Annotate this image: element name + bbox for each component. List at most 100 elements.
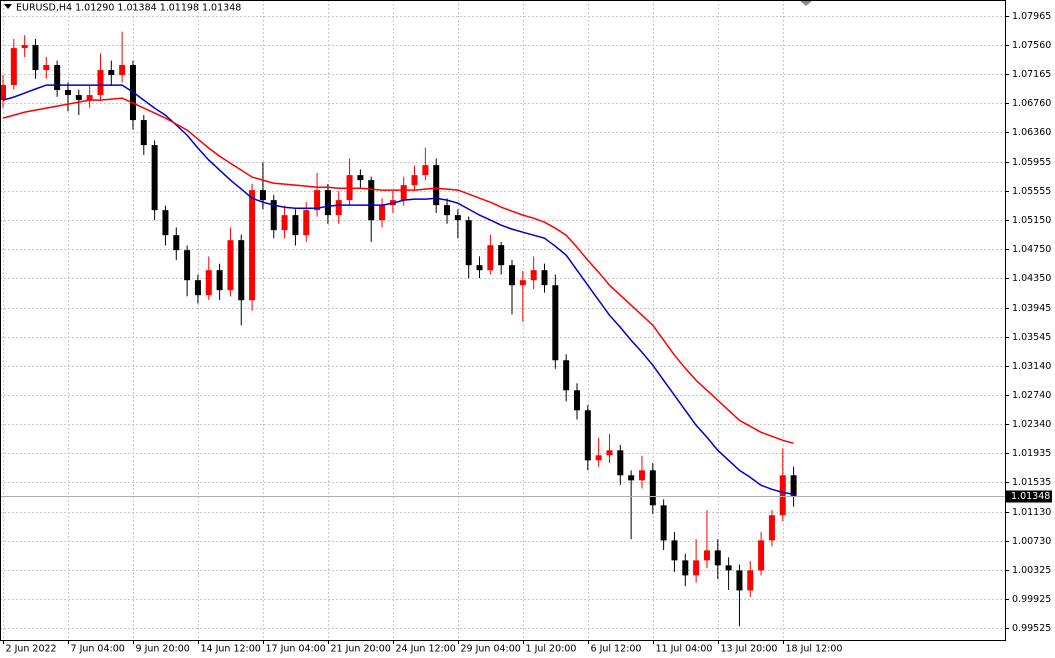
candle-body [541,270,548,286]
candle-body [10,48,17,86]
x-tick-label: 14 Jun 12:00 [201,644,261,655]
candle-body [227,240,234,291]
candle-body [216,270,223,291]
candle-body [747,570,754,591]
candle-body [714,550,721,566]
candle-body [768,515,775,541]
candle-body [422,165,429,176]
moving-average-line [2,97,794,445]
y-tick-label: 1.07165 [1012,69,1051,80]
candle-body [703,550,710,561]
candle-body [86,95,93,101]
candle-body [606,450,613,456]
candle-body [259,190,266,201]
y-tick-label: 1.06360 [1012,127,1051,138]
current-price-label: 1.01348 [1011,491,1050,502]
y-tick-label: 1.06760 [1012,98,1051,109]
candle-body [21,45,28,49]
candle-body [671,540,678,561]
candle-body [32,45,39,71]
x-tick-label: 7 Jun 04:00 [71,644,125,655]
candle-body [205,270,212,296]
candle-body [530,270,537,281]
candle-body [660,505,667,541]
grid [0,0,1005,640]
candle-body [108,70,115,76]
y-tick-label: 1.05150 [1012,215,1051,226]
x-tick-label: 1 Jul 20:00 [526,644,577,655]
y-tick-label: 1.04350 [1012,273,1051,284]
candle-body [314,190,321,211]
candle-body [400,185,407,201]
candle-body [563,360,570,391]
candle-body [758,540,765,571]
x-tick-label: 17 Jun 04:00 [266,644,326,655]
candle-body [779,475,786,516]
x-tick-label: 24 Jun 12:00 [396,644,456,655]
candle-body [638,470,645,481]
candle-body [324,190,331,216]
x-tick-label: 6 Jul 12:00 [591,644,642,655]
y-tick-label: 1.01535 [1012,477,1051,488]
candle-body [649,470,656,506]
candle-body [693,560,700,576]
candle-body [194,280,201,296]
x-tick-label: 21 Jun 20:00 [331,644,391,655]
x-tick-label: 29 Jun 04:00 [461,644,521,655]
x-tick-label: 9 Jun 20:00 [136,644,190,655]
y-tick-label: 1.01130 [1012,507,1051,518]
candle-body [270,200,277,231]
candle-body [736,570,743,591]
candle-body [411,175,418,186]
candle-body [173,235,180,251]
candle-body [75,95,82,101]
candle-body [465,220,472,266]
y-tick-label: 1.04750 [1012,244,1051,255]
candle-body [43,65,50,71]
candle-body [552,285,559,361]
candle-body [682,560,689,576]
y-tick-label: 1.03140 [1012,361,1051,372]
candle-body [617,450,624,476]
candle-body [584,410,591,461]
candle-body [368,180,375,221]
candle-body [162,210,169,236]
candle-body [379,205,386,221]
moving-average-line [2,84,794,496]
y-tick-label: 1.01935 [1012,448,1051,459]
candle-body [498,245,505,266]
candle-body [433,165,440,206]
chart-title: EURUSD,H4 1.01290 1.01384 1.01198 1.0134… [16,3,241,14]
y-tick-label: 1.03545 [1012,332,1051,343]
candle-body [184,250,191,281]
candle-body [444,205,451,216]
x-tick-label: 18 Jul 12:00 [786,644,843,655]
candle-body [64,90,71,96]
candle-body [249,190,256,301]
candle-body [97,70,104,96]
marks [0,31,1005,627]
plot-frame [0,0,1006,641]
candle-body [454,215,461,221]
candle-body [281,215,288,231]
candle-body [140,120,147,146]
candle-body [303,210,310,236]
candle-body [595,455,602,461]
candle-body [725,565,732,571]
candle-body [238,240,245,301]
candle-body [476,265,483,271]
y-tick-label: 1.00730 [1012,536,1051,547]
y-tick-label: 1.05555 [1012,186,1051,197]
candle-body [54,65,61,91]
y-tick-label: 0.99525 [1012,623,1051,634]
candle-body [509,265,516,286]
y-tick-label: 1.02740 [1012,390,1051,401]
shift-marker [800,1,812,6]
candle-body [335,200,342,216]
candle-body [519,280,526,286]
candle-body [0,85,6,101]
y-tick-label: 1.07560 [1012,40,1051,51]
candle-body [151,145,158,211]
